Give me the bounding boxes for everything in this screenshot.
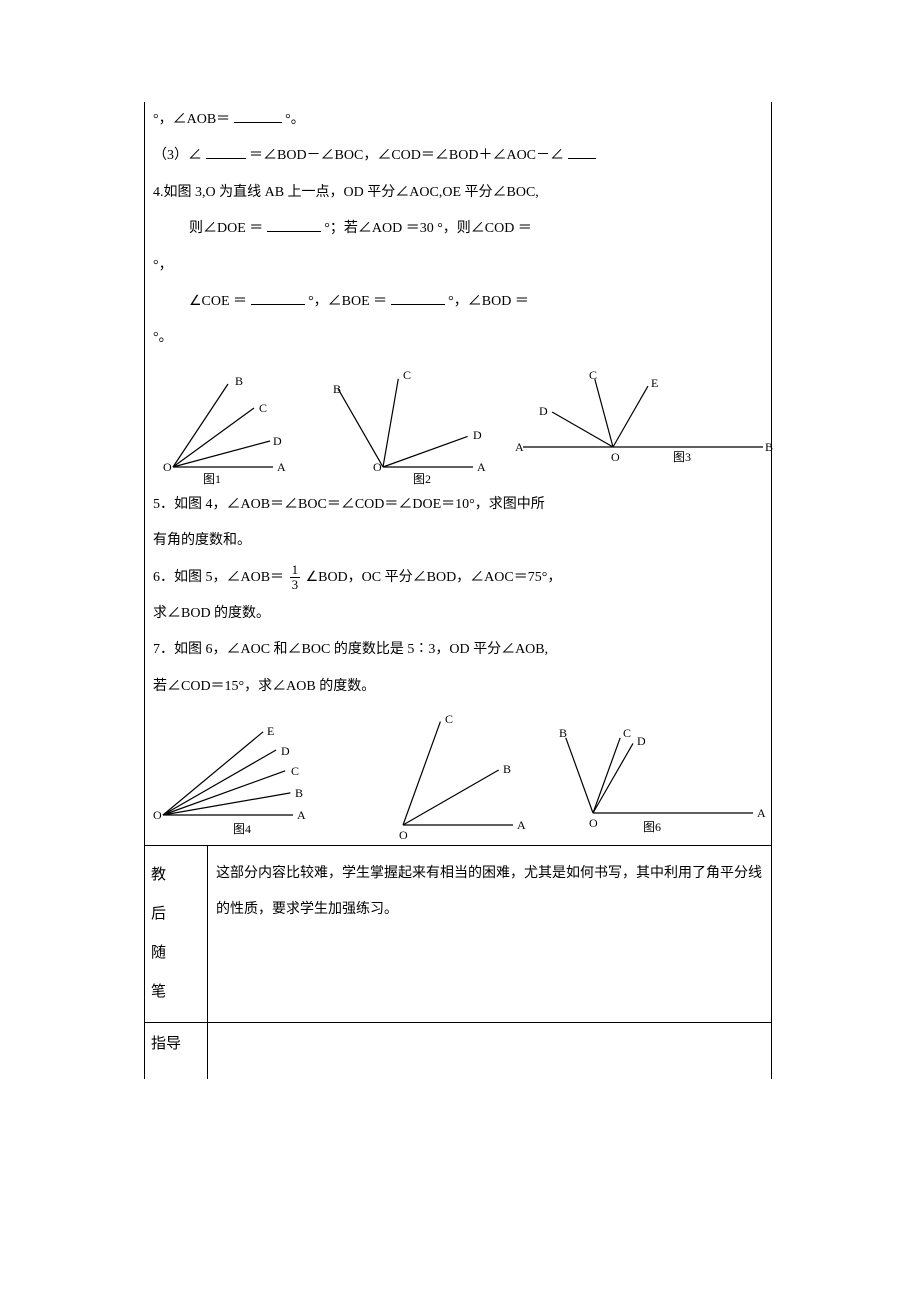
line-3: 4.如图 3,O 为直线 AB 上一点，OD 平分∠AOC,OE 平分∠BOC, xyxy=(153,175,763,211)
svg-text:D: D xyxy=(473,428,482,442)
denominator: 3 xyxy=(290,578,301,592)
char: 随 xyxy=(151,934,201,973)
blank xyxy=(391,290,445,305)
text: （3）∠ xyxy=(153,148,202,163)
line-5: °， xyxy=(153,248,763,284)
line-2: （3）∠ ＝∠BOD－∠BOC，∠COD＝∠BOD＋∠AOC－∠ xyxy=(153,138,763,174)
svg-text:图1: 图1 xyxy=(203,472,221,486)
diagram-row-1: ADCBO图1 ADCBO图2 ABDCEO图3 xyxy=(153,357,763,487)
figure-2: A D C B O 图2 xyxy=(333,368,486,486)
problem-5b: 有角的度数和。 xyxy=(153,523,763,559)
svg-text:图5: 图5 xyxy=(443,844,461,845)
svg-text:B: B xyxy=(295,786,303,800)
svg-text:C: C xyxy=(589,368,597,382)
text: °，∠AOB＝ xyxy=(153,112,230,127)
text: 指导 xyxy=(151,1033,201,1056)
text: ∠BOD，OC 平分∠BOD，∠AOC＝75°， xyxy=(306,570,562,585)
text: 6．如图 5，∠AOB＝ xyxy=(153,570,284,585)
text: °，∠BOE ＝ xyxy=(308,294,387,309)
blank xyxy=(206,144,246,159)
svg-text:O: O xyxy=(163,460,172,474)
svg-text:C: C xyxy=(291,764,299,778)
text: °；若∠AOD ＝30 °，则∠COD ＝ xyxy=(324,221,532,236)
svg-text:图4: 图4 xyxy=(233,822,251,836)
figure-5: A B C O 图5 xyxy=(399,712,526,845)
figure-3: A B D C E O 图3 xyxy=(515,368,773,464)
svg-text:图6: 图6 xyxy=(643,820,661,834)
footer-note: 这部分内容比较难，学生掌握起来有相当的困难，尤其是如何书写，其中利用了角平分线的… xyxy=(208,846,771,1022)
svg-text:O: O xyxy=(589,816,598,830)
svg-text:C: C xyxy=(259,401,267,415)
page: °，∠AOB＝ °。 （3）∠ ＝∠BOD－∠BOC，∠COD＝∠BOD＋∠AO… xyxy=(0,0,920,1302)
figure-6: A B CD O 图6 xyxy=(559,726,766,834)
problem-5: 5．如图 4，∠AOB＝∠BOC＝∠COD＝∠DOE＝10°，求图中所 xyxy=(153,487,763,523)
figure-4: ABCDE O 图4 xyxy=(153,724,306,836)
svg-text:D: D xyxy=(281,744,290,758)
text: ∠COE ＝ xyxy=(189,294,247,309)
svg-text:图3: 图3 xyxy=(673,450,691,464)
diagram-row-2: ABCDEO图4 ABCO图5 ABCDO图6 xyxy=(153,705,763,845)
svg-text:A: A xyxy=(757,806,766,820)
blank xyxy=(234,108,282,123)
text: °，∠BOD ＝ xyxy=(448,294,529,309)
char: 笔 xyxy=(151,973,201,1012)
figure-1: AD C B O 图1 xyxy=(163,374,286,486)
text: ＝∠BOD－∠BOC，∠COD＝∠BOD＋∠AOC－∠ xyxy=(249,148,564,163)
footer-label-guide: 指导 xyxy=(145,1023,208,1079)
blank xyxy=(267,217,321,232)
svg-text:D: D xyxy=(273,434,282,448)
svg-text:A: A xyxy=(515,440,524,454)
svg-text:图2: 图2 xyxy=(413,472,431,486)
svg-text:C: C xyxy=(403,368,411,382)
line-7: °。 xyxy=(153,320,763,356)
svg-text:O: O xyxy=(153,808,162,822)
blank xyxy=(251,290,305,305)
svg-text:B: B xyxy=(235,374,243,388)
svg-text:E: E xyxy=(651,376,658,390)
svg-text:D: D xyxy=(637,734,646,748)
svg-text:A: A xyxy=(297,808,306,822)
text: °。 xyxy=(285,112,305,127)
char: 后 xyxy=(151,895,201,934)
svg-text:D: D xyxy=(539,404,548,418)
svg-text:O: O xyxy=(399,828,408,842)
svg-text:B: B xyxy=(503,762,511,776)
problem-6: 6．如图 5，∠AOB＝ 1 3 ∠BOD，OC 平分∠BOD，∠AOC＝75°… xyxy=(153,560,763,596)
figures-4-5-6: ABCDEO图4 ABCO图5 ABCDO图6 xyxy=(153,705,779,845)
svg-text:A: A xyxy=(517,818,526,832)
numerator: 1 xyxy=(290,563,301,578)
footer-row-notes: 教 后 随 笔 这部分内容比较难，学生掌握起来有相当的困难，尤其是如何书写，其中… xyxy=(145,845,771,1022)
problem-7: 7．如图 6，∠AOC 和∠BOC 的度数比是 5∶3，OD 平分∠AOB, xyxy=(153,632,763,668)
svg-text:E: E xyxy=(267,724,274,738)
blank xyxy=(568,144,596,159)
main-content: °，∠AOB＝ °。 （3）∠ ＝∠BOD－∠BOC，∠COD＝∠BOD＋∠AO… xyxy=(145,102,771,845)
svg-text:O: O xyxy=(373,460,382,474)
footer-guide-content xyxy=(208,1023,771,1079)
svg-text:B: B xyxy=(765,440,773,454)
problem-6b: 求∠BOD 的度数。 xyxy=(153,596,763,632)
char: 教 xyxy=(151,856,201,895)
svg-text:B: B xyxy=(333,382,341,396)
line-1: °，∠AOB＝ °。 xyxy=(153,102,763,138)
svg-text:A: A xyxy=(277,460,286,474)
svg-text:C: C xyxy=(445,712,453,726)
fraction: 1 3 xyxy=(290,563,301,593)
svg-text:O: O xyxy=(611,450,620,464)
figures-1-2-3: ADCBO图1 ADCBO图2 ABDCEO图3 xyxy=(153,357,779,487)
footer-row-guide: 指导 xyxy=(145,1022,771,1079)
document-table: °，∠AOB＝ °。 （3）∠ ＝∠BOD－∠BOC，∠COD＝∠BOD＋∠AO… xyxy=(144,102,772,1079)
svg-text:A: A xyxy=(477,460,486,474)
line-6: ∠COE ＝ °，∠BOE ＝ °，∠BOD ＝ xyxy=(153,284,763,320)
svg-text:C: C xyxy=(623,726,631,740)
text: 则∠DOE ＝ xyxy=(189,221,263,236)
problem-7b: 若∠COD＝15°，求∠AOB 的度数。 xyxy=(153,669,763,705)
svg-text:B: B xyxy=(559,726,567,740)
line-4: 则∠DOE ＝ °；若∠AOD ＝30 °，则∠COD ＝ xyxy=(153,211,763,247)
footer-label-col: 教 后 随 笔 xyxy=(145,846,208,1022)
